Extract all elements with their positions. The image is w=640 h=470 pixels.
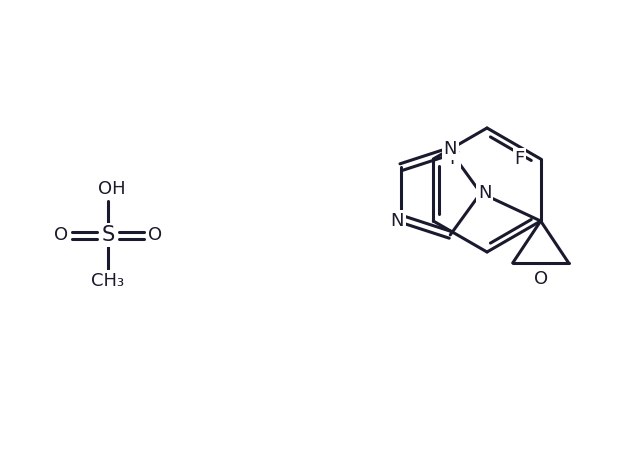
Text: S: S <box>101 225 115 245</box>
Text: N: N <box>478 184 492 202</box>
Text: N: N <box>390 212 404 230</box>
Text: F: F <box>515 150 525 168</box>
Text: OH: OH <box>98 180 126 198</box>
Text: O: O <box>54 226 68 244</box>
Text: O: O <box>534 270 548 288</box>
Text: N: N <box>444 140 457 158</box>
Text: O: O <box>148 226 162 244</box>
Text: F: F <box>449 150 460 168</box>
Text: CH₃: CH₃ <box>92 272 125 290</box>
